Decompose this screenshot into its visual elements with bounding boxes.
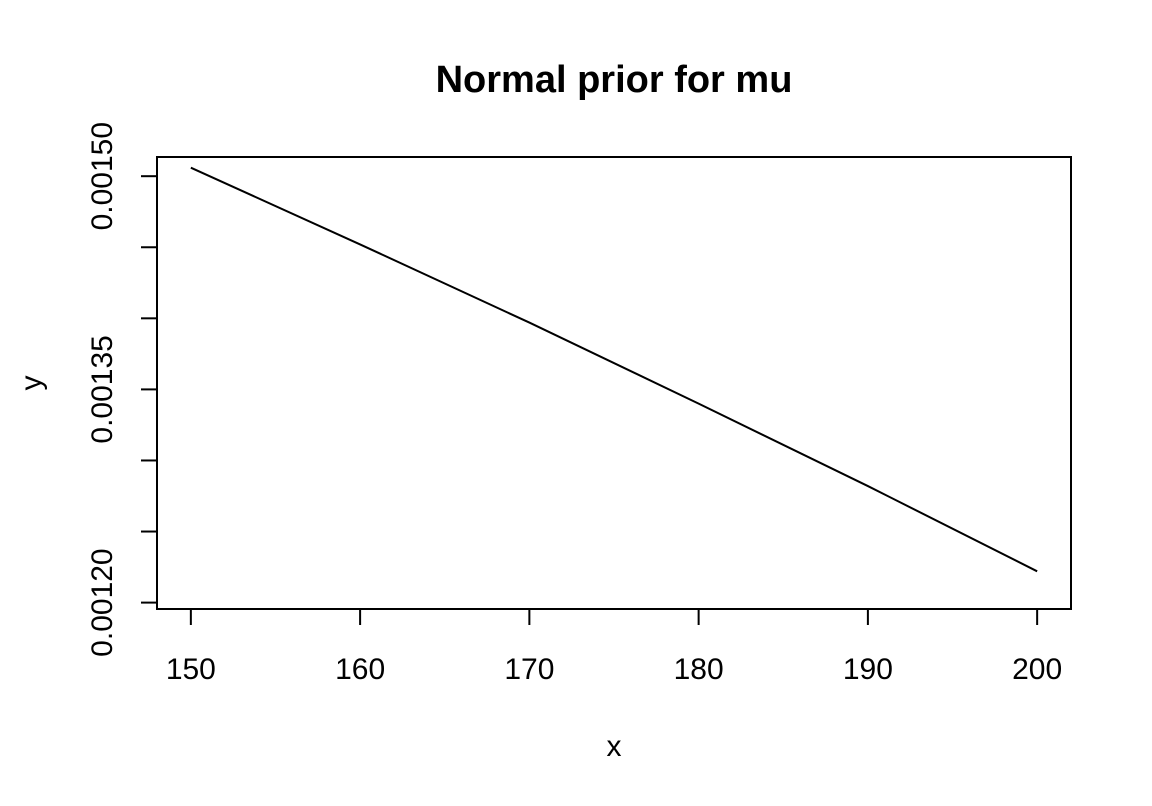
y-tick-label: 0.00120 (86, 548, 119, 656)
y-axis-label: y (15, 376, 48, 391)
x-tick-label: 200 (1012, 653, 1062, 686)
y-tick-label: 0.00150 (86, 122, 119, 230)
y-tick-label: 0.00135 (86, 335, 119, 443)
series-layer (190, 166, 1038, 573)
x-tick-label: 150 (166, 653, 216, 686)
x-tick-label: 180 (674, 653, 724, 686)
x-tick-label: 190 (843, 653, 893, 686)
series-line (190, 166, 1038, 573)
x-tick-label: 160 (335, 653, 385, 686)
chart-title: Normal prior for mu (436, 59, 793, 101)
x-axis: 150 160 170 180 190 200 (166, 608, 1062, 686)
x-tick-label: 170 (504, 653, 554, 686)
y-axis: 0.00120 0.00135 0.00150 (86, 122, 158, 657)
x-axis-label: x (607, 730, 622, 763)
